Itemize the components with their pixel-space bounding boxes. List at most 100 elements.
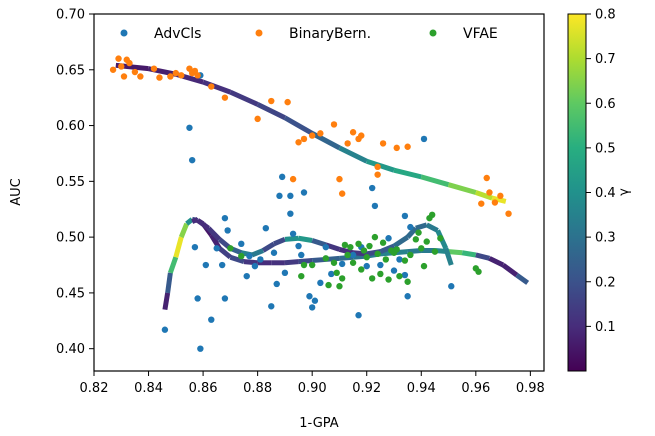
point-binarybern [330, 121, 338, 128]
point-binarybern [358, 132, 365, 139]
x-tick-label: 0.92 [352, 381, 381, 396]
curve-2-segment [405, 226, 418, 239]
legend-marker [120, 29, 128, 37]
point-binarybern [172, 69, 180, 77]
x-tick-label: 0.90 [298, 381, 327, 396]
point-binarybern [289, 175, 297, 183]
legend-marker [255, 29, 263, 37]
point-vfae [338, 275, 346, 282]
point-binarybern [491, 199, 499, 206]
point-vfae [363, 254, 370, 261]
curve-2-segment [379, 243, 395, 254]
point-vfae [396, 272, 403, 280]
point-vfae [347, 243, 354, 251]
curve-1-segment [165, 272, 173, 294]
point-binarybern [374, 163, 381, 171]
point-binarybern [194, 72, 201, 79]
point-vfae [428, 211, 436, 219]
curve-2-segment [415, 222, 428, 231]
point-advcls [317, 279, 324, 287]
point-advcls [420, 135, 428, 143]
point-vfae [322, 255, 330, 262]
x-tick-label: 0.96 [461, 381, 490, 396]
curve-0-segment [202, 79, 232, 95]
point-vfae [415, 229, 422, 236]
colorbar-tick-label: 0.8 [595, 8, 616, 23]
curve-0-segment [420, 174, 450, 188]
legend-marker [429, 29, 437, 37]
point-advcls [338, 260, 346, 268]
point-vfae [238, 252, 245, 260]
point-vfae [401, 257, 409, 264]
colorbar-tick-label: 0.3 [595, 231, 616, 246]
point-vfae [333, 269, 340, 277]
point-vfae [420, 262, 428, 270]
curve-2-segment [284, 235, 299, 242]
curve-1-segment [461, 250, 477, 258]
curve-2-segment [298, 235, 313, 243]
point-advcls [355, 312, 362, 319]
curve-1-segment [185, 217, 194, 226]
point-binarybern [379, 140, 387, 147]
point-vfae [437, 235, 444, 242]
point-binarybern [178, 72, 185, 79]
point-advcls [278, 173, 286, 181]
point-binarybern [221, 94, 229, 101]
x-axis-label: 1-GPA [299, 416, 339, 431]
curve-1-segment [407, 248, 422, 255]
colorbar-tick-label: 0.2 [595, 275, 616, 290]
point-advcls [396, 256, 403, 263]
colorbar-label: γ [617, 188, 632, 196]
curve-0-segment [256, 102, 287, 120]
curve-0-segment [229, 89, 259, 107]
point-advcls [221, 295, 229, 302]
point-binarybern [478, 200, 485, 207]
point-vfae [418, 245, 425, 252]
point-vfae [368, 275, 376, 282]
point-binarybern [150, 65, 158, 72]
point-binarybern [131, 68, 139, 76]
curve-0-segment [338, 145, 368, 164]
curve-0-segment [283, 115, 314, 136]
plot-frame [93, 13, 545, 372]
point-binarybern [336, 175, 343, 183]
curve-1-segment [515, 273, 530, 285]
y-tick-label: 0.55 [56, 175, 85, 190]
point-vfae [382, 256, 390, 263]
x-tick-label: 0.84 [134, 381, 163, 396]
point-vfae [374, 250, 381, 258]
point-binarybern [208, 83, 215, 90]
point-binarybern [109, 66, 117, 73]
legend-label: BinaryBern. [289, 26, 371, 42]
point-vfae [358, 266, 365, 273]
point-binarybern [317, 130, 324, 137]
curve-2-segment [311, 238, 327, 248]
curve-1-segment [298, 258, 313, 265]
curve-0-segment [447, 182, 477, 195]
x-tick-label: 0.82 [80, 381, 109, 396]
point-vfae [355, 240, 362, 248]
point-advcls [191, 243, 199, 251]
y-axis-label: AUC [9, 178, 24, 206]
point-advcls [287, 210, 294, 217]
curve-1-segment [501, 263, 519, 278]
x-tick-label: 0.88 [243, 381, 272, 396]
y-tick-label: 0.45 [56, 286, 85, 301]
point-advcls [407, 223, 414, 231]
colorbar-ticks: 0.1 0.2 0.3 0.4 0.5 0.6 0.7 0.8 [586, 8, 616, 335]
point-advcls [202, 261, 210, 269]
point-vfae [341, 241, 349, 249]
colorbar-tick-label: 0.4 [595, 186, 616, 201]
point-vfae [330, 259, 338, 266]
point-advcls [251, 262, 259, 270]
curve-1-segment [448, 249, 463, 256]
point-vfae [227, 245, 234, 252]
point-advcls [186, 124, 193, 131]
y-tick-label: 0.65 [56, 63, 85, 78]
point-vfae [300, 261, 308, 269]
point-binarybern [486, 189, 493, 196]
colorbar [567, 13, 587, 372]
colorbar-tick-label: 0.1 [595, 320, 616, 335]
point-binarybern [497, 192, 504, 200]
